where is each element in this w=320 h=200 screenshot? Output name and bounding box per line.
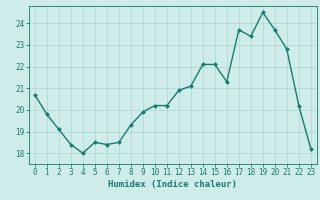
X-axis label: Humidex (Indice chaleur): Humidex (Indice chaleur) bbox=[108, 180, 237, 189]
